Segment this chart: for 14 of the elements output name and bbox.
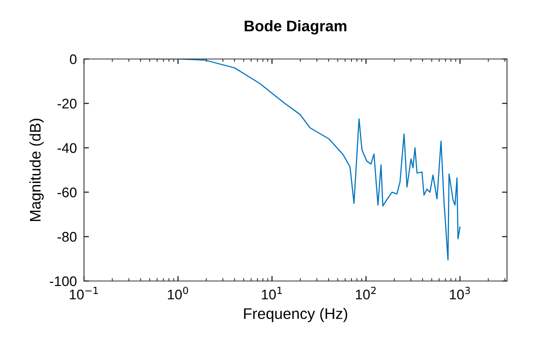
y-tick-label: -40 (58, 143, 77, 153)
y-tick-label: 0 (70, 54, 77, 64)
y-tick-label: -60 (58, 188, 77, 198)
x-tick-label: 10$^{2}$ (356, 286, 376, 300)
x-tick-label: 10$^{−1}$ (70, 286, 98, 300)
x-axis-title: Frequency (Hz) (244, 308, 348, 322)
y-axis-title: Magnitude (dB) (29, 118, 44, 221)
y-tick-label: -100 (50, 276, 77, 286)
x-tick-label: 10$^{1}$ (262, 286, 282, 300)
chart-title: Bode Diagram (244, 20, 346, 34)
y-tick-label: -80 (58, 232, 77, 242)
y-tick-label: -20 (58, 98, 77, 109)
x-tick-label: 10$^{0}$ (168, 286, 188, 300)
x-tick-label: 10$^{3}$ (450, 286, 470, 300)
